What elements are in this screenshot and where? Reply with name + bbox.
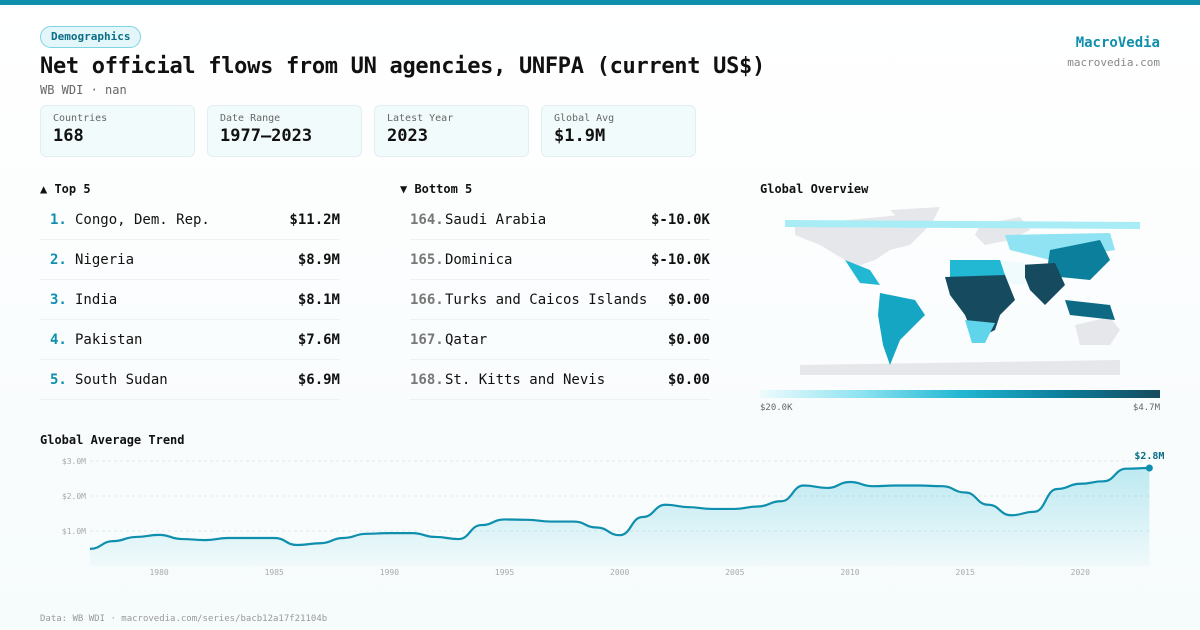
x-tick-label: 2010 xyxy=(840,568,859,577)
map-mexico xyxy=(845,260,880,285)
rank: 5. xyxy=(50,371,67,388)
world-map[interactable] xyxy=(780,205,1145,380)
top5-list-item[interactable]: 5. South Sudan $6.9M xyxy=(40,360,340,400)
map-middle-east xyxy=(995,260,1025,285)
rank: 164. xyxy=(410,211,444,228)
country-name: Qatar xyxy=(445,331,488,348)
stat-latest-year: Latest Year 2023 xyxy=(374,105,529,157)
country-name: Nigeria xyxy=(75,251,135,268)
x-tick-label: 1980 xyxy=(149,568,168,577)
stat-value: 168 xyxy=(53,126,84,146)
trend-chart: $1.0M $2.0M $3.0M 1980 1985 1990 1995 2000 2005 2… xyxy=(62,451,1165,577)
country-value: $-10.0K xyxy=(650,211,710,228)
map-southern-africa xyxy=(965,320,995,343)
bottom5-list-item[interactable]: 168. St. Kitts and Nevis $0.00 xyxy=(410,360,710,400)
rank: 165. xyxy=(410,251,444,268)
stat-label: Countries xyxy=(53,113,108,124)
stat-value: 2023 xyxy=(387,126,428,146)
bottom5-list-item[interactable]: 166. Turks and Caicos Islands $0.00 xyxy=(410,280,710,320)
top5-list-item[interactable]: 2. Nigeria $8.9M xyxy=(40,240,340,280)
trend-line xyxy=(89,466,1150,550)
stat-date-range: Date Range 1977–2023 xyxy=(207,105,362,157)
stat-countries: Countries 168 xyxy=(40,105,195,157)
country-value: $8.9M xyxy=(297,251,340,268)
country-value: $-10.0K xyxy=(650,251,710,268)
top-accent-bar xyxy=(0,0,1200,5)
stat-label: Global Avg xyxy=(554,113,615,124)
country-name: Dominica xyxy=(445,251,513,268)
y-tick-label: $1.0M xyxy=(62,527,86,536)
x-tick-label: 1995 xyxy=(495,568,514,577)
country-value: $8.1M xyxy=(297,291,340,308)
brand-logo[interactable]: MacroVedia xyxy=(1075,35,1160,51)
latest-point xyxy=(1145,464,1153,472)
x-tick-label: 1990 xyxy=(380,568,399,577)
trend-area xyxy=(90,468,1150,566)
trend-title: Global Average Trend xyxy=(40,433,185,447)
map-russia-band xyxy=(785,220,1140,229)
bottom5-list-item[interactable]: 167. Qatar $0.00 xyxy=(410,320,710,360)
stat-label: Date Range xyxy=(220,113,281,124)
x-tick-label: 2005 xyxy=(725,568,744,577)
rank: 166. xyxy=(410,291,444,308)
y-tick-label: $3.0M xyxy=(62,457,86,466)
map-southeast-asia xyxy=(1065,300,1115,320)
map-africa-north xyxy=(950,260,1005,280)
rank: 167. xyxy=(410,331,444,348)
map-south-america xyxy=(878,293,925,365)
country-value: $11.2M xyxy=(289,211,340,228)
legend-max: $4.7M xyxy=(1132,403,1160,413)
x-tick-label: 2015 xyxy=(956,568,975,577)
footer-source: Data: WB WDI · macrovedia.com/series/bac… xyxy=(40,614,328,624)
country-value: $7.6M xyxy=(297,331,340,348)
map-australia xyxy=(1075,317,1120,345)
stat-value: 1977–2023 xyxy=(220,126,313,146)
country-value: $0.00 xyxy=(667,331,710,348)
stat-value: $1.9M xyxy=(554,126,606,146)
y-tick-label: $2.0M xyxy=(62,492,86,501)
country-name: India xyxy=(75,291,118,308)
stat-global-avg: Global Avg $1.9M xyxy=(541,105,696,157)
country-name: St. Kitts and Nevis xyxy=(445,371,606,388)
category-badge[interactable]: Demographics xyxy=(40,26,142,48)
country-value: $6.9M xyxy=(297,371,340,388)
map-color-legend xyxy=(760,390,1160,398)
country-value: $0.00 xyxy=(667,371,710,388)
page-title: Net official flows from UN agencies, UNF… xyxy=(40,54,765,79)
rank: 168. xyxy=(410,371,444,388)
map-china xyxy=(1048,240,1110,280)
top5-list-item[interactable]: 1. Congo, Dem. Rep. $11.2M xyxy=(40,200,340,240)
brand-url[interactable]: macrovedia.com xyxy=(1067,56,1160,69)
rank: 4. xyxy=(50,331,67,348)
top5-list-item[interactable]: 4. Pakistan $7.6M xyxy=(40,320,340,360)
bottom5-list-item[interactable]: 165. Dominica $-10.0K xyxy=(410,240,710,280)
rank: 1. xyxy=(50,211,67,228)
bottom5-list-item[interactable]: 164. Saudi Arabia $-10.0K xyxy=(410,200,710,240)
country-value: $0.00 xyxy=(667,291,710,308)
map-north-america xyxy=(795,215,930,267)
top5-title: ▲ Top 5 xyxy=(40,182,91,196)
x-tick-label: 2020 xyxy=(1071,568,1090,577)
map-antarctica xyxy=(800,360,1120,375)
stat-label: Latest Year xyxy=(387,113,454,124)
top5-list-item[interactable]: 3. India $8.1M xyxy=(40,280,340,320)
map-africa xyxy=(945,275,1015,340)
map-south-asia xyxy=(1020,263,1065,305)
rank: 2. xyxy=(50,251,67,268)
x-tick-label: 1985 xyxy=(265,568,284,577)
page-subtitle: WB WDI · nan xyxy=(40,83,127,97)
country-name: Pakistan xyxy=(75,331,143,348)
latest-value-label: $2.8M xyxy=(1134,451,1164,462)
bottom5-title: ▼ Bottom 5 xyxy=(400,182,473,196)
legend-min: $20.0K xyxy=(760,403,793,413)
country-name: South Sudan xyxy=(75,371,168,388)
country-name: Congo, Dem. Rep. xyxy=(75,211,210,228)
country-name: Turks and Caicos Islands xyxy=(445,291,648,308)
rank: 3. xyxy=(50,291,67,308)
country-name: Saudi Arabia xyxy=(445,211,547,228)
map-title: Global Overview xyxy=(760,182,869,196)
x-tick-label: 2000 xyxy=(610,568,629,577)
